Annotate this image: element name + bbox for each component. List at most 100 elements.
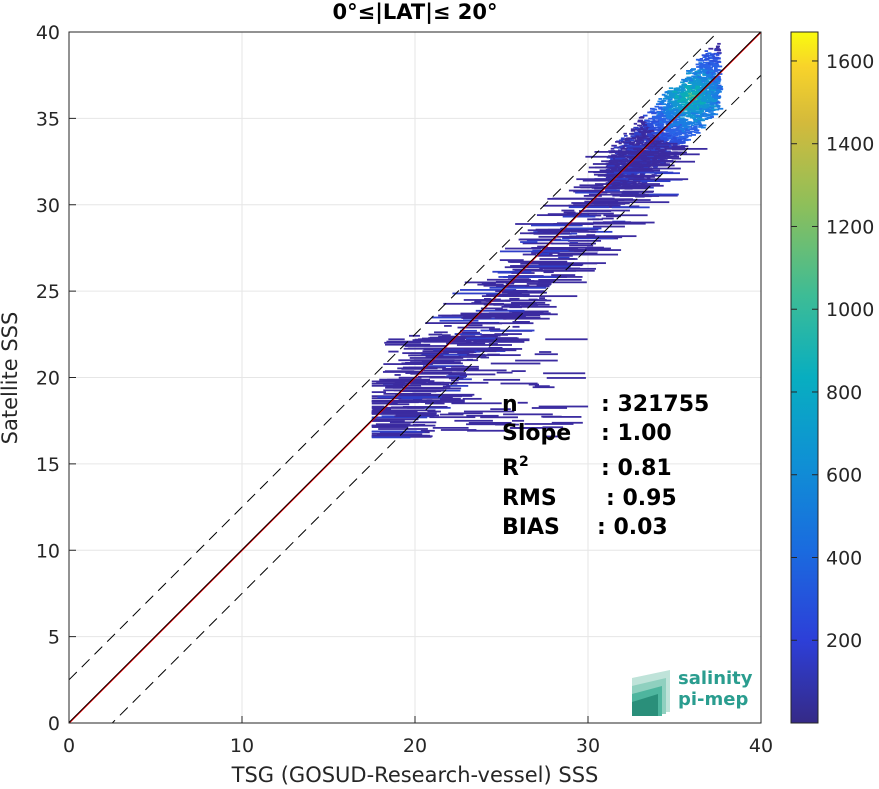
density-cell — [590, 186, 651, 189]
density-cell — [670, 92, 676, 95]
density-cell — [688, 134, 693, 137]
density-cell — [434, 331, 448, 334]
density-cell — [535, 228, 599, 231]
density-cell — [496, 316, 513, 318]
density-cell — [651, 142, 672, 145]
density-cell — [684, 134, 689, 136]
density-cell — [657, 153, 700, 156]
density-cell — [683, 85, 690, 87]
density-cell — [699, 59, 705, 62]
density-cell — [409, 357, 464, 359]
density-cell — [629, 205, 640, 208]
density-cell — [634, 172, 638, 175]
density-cell — [607, 204, 621, 207]
density-cell — [689, 115, 694, 117]
density-cell — [558, 256, 570, 259]
density-cell — [681, 141, 686, 144]
density-cell — [499, 259, 524, 262]
density-cell — [698, 65, 704, 68]
density-cell — [695, 121, 702, 124]
density-cell — [659, 135, 664, 138]
density-cell — [706, 116, 712, 119]
density-cell — [618, 158, 623, 161]
density-cell — [413, 372, 444, 375]
density-cell — [715, 46, 720, 49]
density-cell — [652, 118, 656, 121]
y-axis-ticks: 0 5 10 15 20 25 30 35 40 — [36, 22, 76, 735]
density-cell — [696, 97, 702, 99]
density-cell — [597, 174, 662, 177]
density-cell — [486, 322, 534, 325]
density-cell — [698, 118, 704, 121]
density-cell — [481, 295, 529, 297]
density-cell — [641, 122, 647, 124]
density-cell — [643, 128, 648, 131]
density-cell — [703, 55, 710, 58]
density-cell — [423, 340, 472, 343]
density-cell — [538, 235, 583, 238]
density-cell — [539, 253, 550, 255]
density-cell — [687, 82, 691, 84]
density-cell — [524, 423, 574, 425]
density-cell — [686, 138, 691, 141]
density-cell — [466, 313, 519, 316]
density-cell — [698, 89, 702, 91]
density-cell — [636, 134, 641, 136]
stat-value: : 0.95 — [606, 486, 677, 511]
density-cell — [714, 84, 719, 87]
density-cell — [706, 94, 711, 97]
density-cell — [605, 176, 611, 179]
density-cell — [702, 74, 706, 76]
density-cell — [515, 359, 558, 362]
colorbar-tick-label: 600 — [826, 465, 862, 487]
density-cell — [679, 91, 684, 94]
density-cell — [551, 274, 576, 276]
density-cell — [634, 143, 641, 146]
density-cell — [687, 126, 692, 128]
density-cell — [635, 131, 639, 134]
density-cell — [648, 130, 655, 132]
density-cell — [371, 433, 401, 435]
density-cell — [561, 209, 575, 212]
density-cell — [444, 339, 490, 342]
y-tick-label: 15 — [36, 454, 60, 476]
density-cell — [717, 42, 721, 45]
density-cell — [568, 206, 610, 209]
density-cell — [669, 133, 674, 135]
density-cell — [435, 381, 489, 384]
stat-label: n — [502, 392, 518, 417]
density-cell — [696, 87, 700, 90]
density-cell — [617, 184, 622, 187]
density-cell — [539, 267, 581, 270]
density-cell — [427, 410, 441, 413]
density-cell — [384, 341, 421, 344]
density-cell — [371, 413, 437, 415]
density-cell — [545, 338, 588, 341]
density-cell — [695, 58, 701, 61]
density-cell — [661, 103, 667, 106]
density-cell — [387, 401, 419, 404]
density-cell — [688, 122, 694, 125]
x-tick-label: 40 — [749, 735, 773, 757]
density-cell — [715, 101, 721, 104]
density-cell — [642, 158, 651, 161]
density-cell — [656, 137, 661, 140]
reference-lines — [69, 32, 761, 723]
density-cell — [690, 78, 695, 81]
density-cell — [713, 67, 718, 70]
density-cell — [692, 105, 697, 108]
density-cell — [443, 302, 504, 305]
density-cell — [665, 113, 671, 116]
density-cell — [593, 203, 626, 205]
density-cell — [683, 139, 689, 142]
density-cell — [632, 166, 638, 169]
density-cell — [433, 355, 461, 358]
density-cell — [401, 367, 426, 370]
y-tick-label: 5 — [48, 627, 60, 649]
density-cell — [693, 125, 698, 128]
density-cell — [657, 117, 662, 119]
density-cell — [383, 410, 407, 413]
density-cell — [593, 173, 621, 176]
density-cell — [677, 139, 681, 142]
density-cell — [692, 77, 699, 80]
